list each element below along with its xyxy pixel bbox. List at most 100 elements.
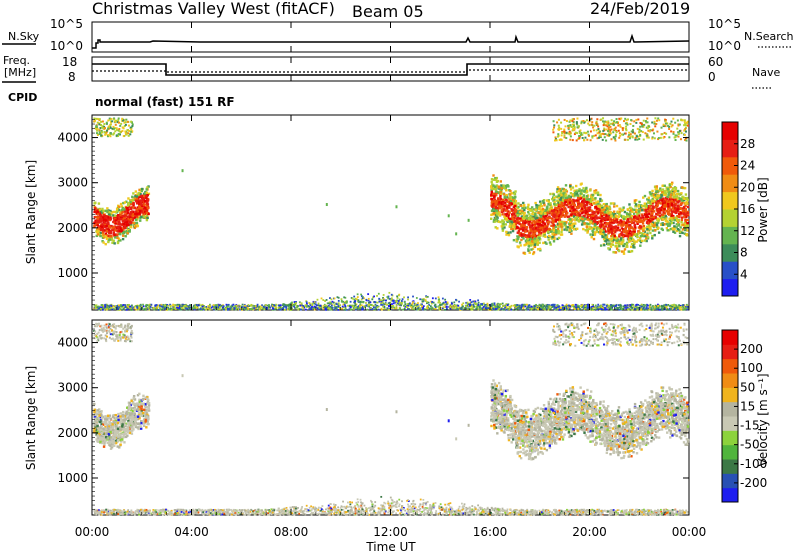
echo-cell xyxy=(673,136,676,139)
echo-cell xyxy=(108,134,111,137)
echo-cell xyxy=(107,225,111,228)
echo-cell xyxy=(574,222,577,225)
echo-cell xyxy=(656,130,659,133)
echo-cell xyxy=(594,201,598,204)
echo-cell xyxy=(458,300,460,303)
echo-cell xyxy=(670,218,674,222)
echo-cell xyxy=(518,232,522,235)
echo-cell xyxy=(94,201,97,204)
echo-cell xyxy=(599,230,602,234)
echo-cell xyxy=(540,224,544,227)
echo-cell xyxy=(142,203,145,206)
echo-cell xyxy=(661,190,664,194)
echo-cell xyxy=(551,218,554,221)
echo-cell xyxy=(670,199,674,203)
echo-cell xyxy=(533,237,537,240)
echo-cell xyxy=(602,237,606,241)
echo-cell xyxy=(613,120,616,123)
echo-cell xyxy=(663,208,666,211)
echo-cell xyxy=(580,182,583,185)
echo-cell xyxy=(571,205,575,208)
echo-cell xyxy=(671,228,675,231)
echo-cell xyxy=(571,222,574,225)
echo-cell xyxy=(574,199,577,202)
echo-cell xyxy=(608,207,612,210)
echo-cell xyxy=(607,225,610,228)
echo-cell xyxy=(511,198,515,201)
echo-cell xyxy=(530,234,533,238)
echo-cell xyxy=(100,228,103,232)
echo-cell xyxy=(546,218,549,222)
echo-cell xyxy=(563,228,566,231)
echo-cell xyxy=(565,137,568,140)
echo-cell xyxy=(103,130,106,133)
echo-cell xyxy=(548,234,551,238)
echo-cell xyxy=(536,222,539,226)
echo-cell xyxy=(642,204,646,208)
echo-cell xyxy=(664,193,667,197)
echo-cell xyxy=(604,217,607,220)
echo-cell xyxy=(610,237,614,241)
echo-cell xyxy=(589,189,592,192)
echo-cell xyxy=(129,126,132,129)
echo-cell xyxy=(646,233,649,237)
echo-cell xyxy=(575,139,578,142)
echo-cell xyxy=(629,133,632,136)
echo-cell xyxy=(575,218,579,221)
echo-cell xyxy=(131,214,134,218)
echo-cell xyxy=(624,117,627,120)
echo-cell xyxy=(645,121,648,124)
echo-cell xyxy=(622,217,626,220)
echo-cell xyxy=(510,192,513,195)
echo-cell xyxy=(546,217,549,220)
echo-cell xyxy=(610,214,613,218)
echo-cell xyxy=(534,217,537,220)
echo-cell xyxy=(659,136,662,139)
echo-cell xyxy=(646,236,650,239)
echo-cell xyxy=(146,186,149,189)
echo-cell xyxy=(661,184,664,188)
echo-cell xyxy=(513,202,517,205)
echo-cell xyxy=(652,195,656,199)
echo-cell xyxy=(681,231,684,235)
echo-cell xyxy=(628,240,631,243)
echo-cell xyxy=(551,235,554,239)
echo-cell xyxy=(517,205,520,209)
echo-cell xyxy=(114,222,117,225)
echo-cell xyxy=(686,218,690,222)
echo-cell xyxy=(516,207,520,210)
echo-cell xyxy=(604,225,607,228)
echo-cell xyxy=(503,215,506,218)
echo-cell xyxy=(641,234,645,237)
echo-cell xyxy=(657,117,660,120)
nsearch-label: N.Search xyxy=(744,30,794,43)
echo-cell xyxy=(583,189,586,193)
echo-cell xyxy=(604,236,607,239)
echo-cell xyxy=(561,211,565,214)
echo-cell xyxy=(609,128,612,131)
echo-cell xyxy=(684,223,687,226)
echo-cell xyxy=(570,199,573,203)
echo-cell xyxy=(107,234,110,238)
echo-cell xyxy=(105,122,108,125)
echo-cell xyxy=(145,218,149,222)
echo-cell xyxy=(605,139,608,142)
echo-cell xyxy=(645,235,648,238)
echo-cell xyxy=(492,212,495,215)
echo-cell xyxy=(129,217,133,221)
echo-cell xyxy=(544,215,548,218)
echo-cell xyxy=(677,215,681,218)
echo-cell xyxy=(145,207,148,210)
echo-cell xyxy=(136,216,139,219)
echo-cell xyxy=(139,211,142,214)
echo-cell xyxy=(591,121,594,124)
echo-cell xyxy=(536,243,539,246)
echo-cell xyxy=(95,117,98,120)
echo-cell xyxy=(539,215,543,218)
echo-cell xyxy=(593,134,596,137)
echo-cell xyxy=(511,216,514,219)
echo-cell xyxy=(120,229,123,232)
echo-cell xyxy=(686,213,690,216)
echo-cell xyxy=(652,132,655,135)
echo-cell xyxy=(121,117,124,120)
